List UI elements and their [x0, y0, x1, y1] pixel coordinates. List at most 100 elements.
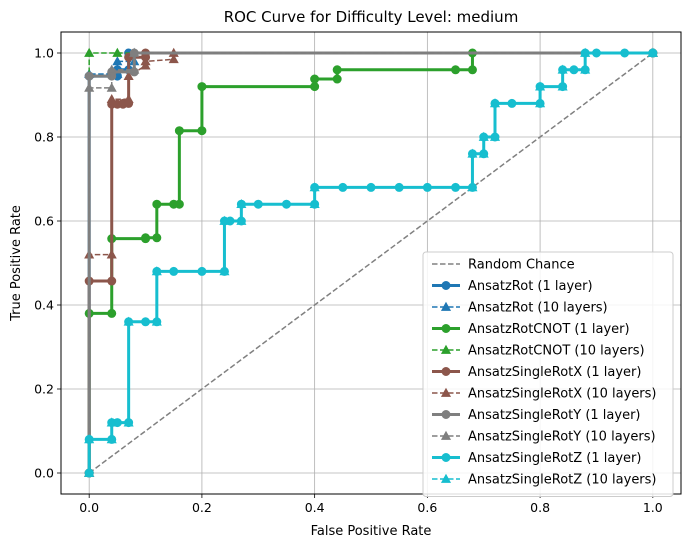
legend: Random Chance AnsatzRot (1 layer) AnsatzRo…	[422, 251, 674, 497]
data-point	[219, 215, 230, 225]
ticks: 0.0 0.2 0.4 0.6 0.8 1.0 0.0 0.2 0.4 0.6 0.8 1.0	[34, 46, 663, 516]
legend-item: AnsatzSingleRotZ (1 layer)	[432, 451, 641, 466]
legend-marker	[440, 430, 452, 440]
data-point	[123, 417, 134, 427]
data-point	[174, 199, 184, 209]
legend-marker	[441, 324, 451, 333]
data-point	[106, 64, 117, 74]
legend-label: AnsatzSingleRotZ (1 layer)	[468, 451, 641, 466]
y-tick-label: 0.2	[34, 382, 54, 397]
data-point	[219, 266, 230, 276]
data-point	[112, 47, 123, 57]
x-tick-label: 0.0	[79, 500, 99, 515]
data-point	[535, 81, 546, 91]
legend-label: AnsatzSingleRotY (1 layer)	[468, 408, 641, 423]
data-point	[123, 316, 134, 326]
data-point	[84, 82, 95, 92]
data-point	[129, 47, 140, 57]
data-point	[309, 198, 320, 209]
legend-marker	[441, 453, 451, 462]
legend-marker	[440, 344, 452, 354]
chart-title: ROC Curve for Difficulty Level: medium	[224, 8, 519, 26]
data-point	[310, 82, 320, 92]
legend-item: AnsatzSingleRotZ (10 layers)	[432, 473, 657, 488]
data-point	[106, 434, 117, 444]
legend-label: AnsatzRotCNOT (10 layers)	[468, 344, 645, 359]
legend-item: Random Chance	[432, 258, 575, 273]
legend-item: AnsatzRot (1 layer)	[432, 279, 593, 294]
legend-item: AnsatzSingleRotY (10 layers)	[432, 430, 656, 445]
legend-item: AnsatzRotCNOT (1 layer)	[432, 322, 630, 337]
data-point	[84, 467, 95, 477]
legend-item: AnsatzSingleRotX (1 layer)	[432, 365, 641, 380]
data-point	[84, 434, 95, 444]
legend-label: AnsatzRotCNOT (1 layer)	[468, 322, 630, 337]
data-point	[106, 417, 117, 427]
data-point	[451, 65, 461, 75]
legend-label: AnsatzSingleRotZ (10 layers)	[468, 473, 657, 488]
series-layer	[84, 47, 658, 478]
data-point	[152, 199, 162, 209]
legend-marker	[440, 387, 452, 397]
legend-label: AnsatzSingleRotX (1 layer)	[468, 365, 641, 380]
data-point	[467, 65, 477, 75]
y-tick-label: 0.4	[34, 298, 54, 313]
data-point	[123, 70, 134, 80]
data-point	[478, 148, 489, 158]
y-tick-label: 0.6	[34, 214, 54, 229]
x-tick-label: 0.6	[417, 500, 437, 515]
data-point	[106, 82, 117, 92]
legend-label: AnsatzRot (10 layers)	[468, 301, 608, 316]
data-point	[557, 81, 568, 91]
data-point	[140, 56, 151, 66]
legend-marker	[441, 281, 451, 290]
data-point	[151, 316, 162, 326]
data-point	[467, 182, 478, 192]
data-point	[489, 131, 501, 141]
data-point	[112, 56, 123, 66]
data-point	[151, 266, 162, 276]
legend-label: AnsatzSingleRotY (10 layers)	[468, 430, 656, 445]
data-point	[168, 54, 179, 64]
legend-marker	[440, 301, 452, 311]
legend-label: AnsatzSingleRotX (10 layers)	[468, 387, 657, 402]
legend-item: AnsatzRotCNOT (10 layers)	[432, 344, 645, 359]
data-point	[535, 98, 546, 108]
y-tick-label: 0.8	[34, 130, 54, 145]
data-point	[478, 131, 489, 141]
data-point	[197, 82, 207, 92]
data-point	[489, 98, 501, 108]
data-point	[580, 47, 591, 57]
data-point	[84, 47, 95, 57]
data-point	[309, 182, 320, 192]
data-point	[332, 65, 342, 75]
y-tick-label: 1.0	[34, 46, 54, 61]
x-tick-label: 0.8	[530, 500, 550, 515]
x-tick-label: 1.0	[643, 500, 663, 515]
data-point	[332, 74, 342, 84]
data-point	[152, 233, 162, 243]
legend-item: AnsatzSingleRotX (10 layers)	[432, 387, 657, 402]
legend-marker	[440, 473, 452, 483]
data-point	[106, 93, 117, 104]
data-point	[106, 249, 117, 259]
legend-item: AnsatzSingleRotY (1 layer)	[432, 408, 641, 423]
series-ansatzsinglerotz-10-layers	[84, 47, 658, 477]
legend-label: Random Chance	[468, 258, 575, 273]
data-point	[174, 126, 184, 136]
series-line	[88, 52, 653, 473]
legend-box	[422, 251, 674, 497]
data-point	[107, 276, 117, 286]
data-point	[84, 71, 94, 81]
x-tick-label: 0.2	[192, 500, 212, 515]
legend-marker	[441, 410, 451, 419]
data-point	[557, 64, 568, 74]
data-point	[236, 215, 247, 225]
data-point	[129, 64, 140, 74]
data-point	[467, 148, 478, 158]
legend-marker	[441, 367, 451, 376]
y-axis-label: True Positive Rate	[9, 205, 24, 322]
legend-item: AnsatzRot (10 layers)	[432, 301, 608, 316]
x-axis-label: False Positive Rate	[311, 524, 432, 539]
data-point	[580, 64, 591, 74]
